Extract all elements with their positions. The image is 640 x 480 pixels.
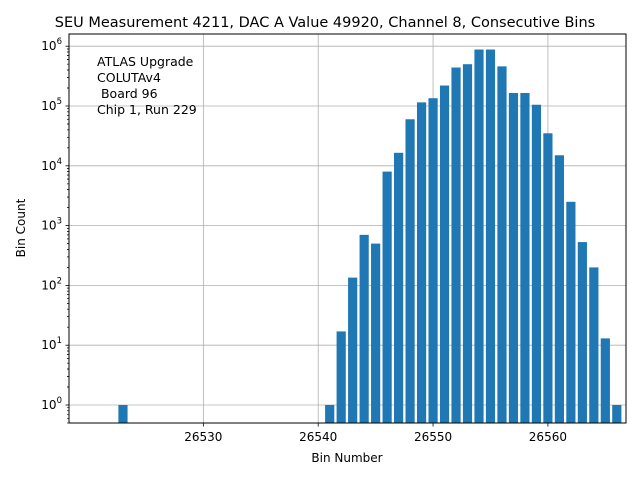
- bar: [405, 119, 415, 424]
- bar: [382, 171, 392, 423]
- bar: [336, 331, 346, 423]
- annotation-line: Chip 1, Run 229: [97, 102, 197, 117]
- bar: [612, 404, 622, 423]
- bar: [451, 67, 461, 423]
- bar: [566, 201, 576, 423]
- bar: [600, 338, 610, 423]
- bar: [497, 66, 507, 423]
- y-axis: 100 101 102 103 104 105 106: [41, 37, 69, 424]
- y-tick-label: 103: [41, 217, 62, 233]
- x-tick-label: 26530: [184, 430, 222, 444]
- x-axis: 26530 26540 26550 26560: [184, 423, 567, 444]
- bar: [359, 234, 369, 423]
- bar: [439, 85, 450, 423]
- bar: [554, 155, 564, 424]
- bar: [325, 404, 335, 423]
- bar: [485, 49, 496, 423]
- annotation-line: Board 96: [97, 86, 158, 101]
- bar: [394, 152, 404, 423]
- bar: [543, 133, 553, 423]
- y-tick-label: 106: [41, 37, 62, 53]
- annotation-line: ATLAS Upgrade: [97, 54, 194, 69]
- bar: [428, 98, 438, 424]
- bars: [118, 49, 622, 424]
- y-tick-label: 102: [41, 276, 62, 292]
- bar: [577, 242, 587, 423]
- y-tick-label: 105: [41, 97, 62, 113]
- bar: [474, 49, 484, 423]
- y-tick-label: 100: [41, 396, 62, 412]
- bar: [531, 104, 542, 424]
- chart-title: SEU Measurement 4211, DAC A Value 49920,…: [55, 15, 595, 31]
- bar: [371, 243, 381, 423]
- bar: [462, 64, 473, 424]
- annotation-line: COLUTAv4: [97, 70, 161, 85]
- x-tick-label: 26550: [414, 430, 452, 444]
- bar: [508, 92, 519, 423]
- bar: [589, 267, 599, 423]
- x-tick-label: 26560: [529, 430, 567, 444]
- bar: [348, 277, 358, 423]
- bar: [520, 92, 530, 423]
- bar: [118, 404, 128, 423]
- x-axis-label: Bin Number: [311, 451, 382, 465]
- y-tick-label: 101: [41, 336, 62, 352]
- y-tick-label: 104: [41, 157, 62, 173]
- y-axis-label: Bin Count: [14, 198, 28, 257]
- x-tick-label: 26540: [299, 430, 337, 444]
- bar: [416, 102, 427, 423]
